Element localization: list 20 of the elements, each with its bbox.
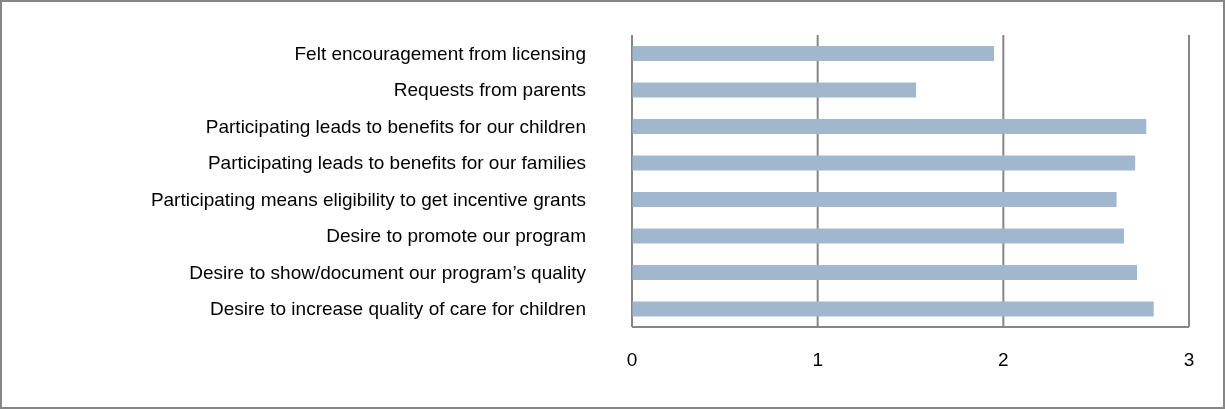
bar (632, 155, 1136, 171)
bar (632, 228, 1125, 244)
x-tick-label: 2 (998, 349, 1009, 371)
x-tick-label: 1 (812, 349, 823, 371)
y-tick-label: Desire to increase quality of care for children (210, 298, 586, 320)
y-tick-label: Requests from parents (393, 79, 586, 101)
bar (632, 301, 1154, 317)
y-tick-label: Participating means eligibility to get incentive grants (150, 188, 586, 210)
bar (632, 46, 995, 61)
bar (632, 265, 1138, 280)
y-tick-label: Desire to show/document our program’s quality (189, 261, 587, 283)
bar (632, 192, 1117, 207)
x-tick-label: 0 (626, 349, 638, 371)
x-tick-label: 3 (1183, 349, 1195, 371)
bar (632, 82, 917, 98)
y-tick-label: Participating leads to benefits for our children (205, 115, 586, 137)
y-tick-label: Participating leads to benefits for our families (207, 152, 586, 174)
bar (632, 119, 1147, 134)
y-tick-label: Desire to promote our program (326, 225, 586, 247)
y-tick-label: Felt encouragement from licensing (294, 42, 586, 64)
